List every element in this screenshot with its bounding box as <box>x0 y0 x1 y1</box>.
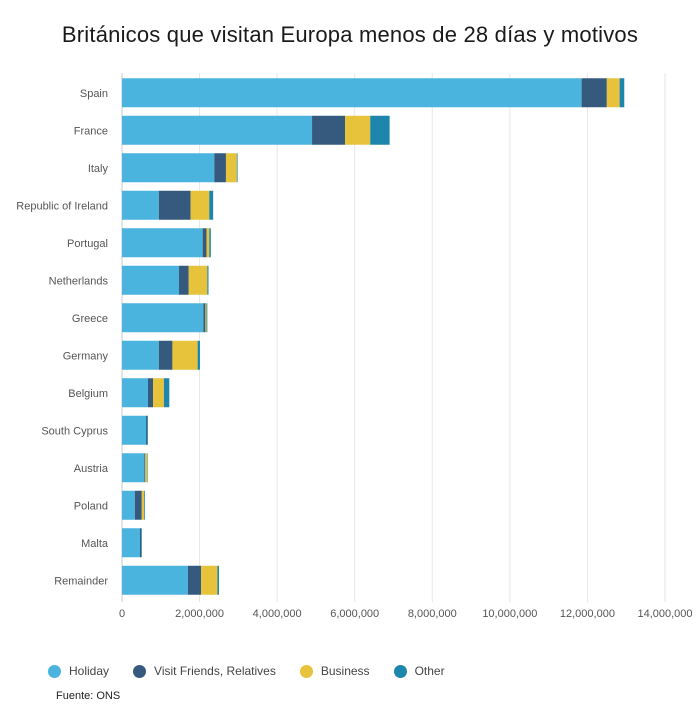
bar-segment[interactable] <box>206 228 210 258</box>
category-label: Remainder <box>54 575 108 587</box>
bar-segment[interactable] <box>190 190 210 220</box>
bar-segment[interactable] <box>158 190 191 220</box>
bar-segment[interactable] <box>122 415 147 445</box>
bar-segment[interactable] <box>619 78 625 108</box>
bar-segment[interactable] <box>606 78 620 108</box>
bar-segment[interactable] <box>122 303 204 333</box>
category-label: South Cyprus <box>41 425 108 437</box>
legend-label-business: Business <box>320 664 370 678</box>
x-tick-label: 6,000,000 <box>330 608 379 620</box>
bar-segment[interactable] <box>122 190 159 220</box>
bar-segment[interactable] <box>209 190 214 220</box>
bar-segment[interactable] <box>147 453 148 483</box>
x-tick-label: 8,000,000 <box>408 608 457 620</box>
bar-segment[interactable] <box>236 153 238 183</box>
bar-segment[interactable] <box>203 303 206 333</box>
x-tick-label: 12,000,000 <box>560 608 615 620</box>
chart-plot: Spain France Italy Republic of Ireland Portu… <box>16 73 693 620</box>
legend-item-other[interactable]: Other <box>393 664 445 678</box>
bar-segment[interactable] <box>345 115 371 145</box>
chart-title: Británicos que visitan Europa menos de 2… <box>61 22 639 47</box>
bar-segment[interactable] <box>188 265 208 295</box>
bar-segment[interactable] <box>122 490 135 520</box>
category-label: Spain <box>80 88 108 100</box>
category-label: Italy <box>88 163 109 175</box>
category-label: Portugal <box>67 238 108 250</box>
source-note: Fuente: ONS <box>56 690 121 702</box>
bar-segment[interactable] <box>207 265 209 295</box>
bar-segment[interactable] <box>187 565 202 595</box>
bar-segment[interactable] <box>209 228 211 258</box>
bar-segment[interactable] <box>172 340 198 370</box>
legend-swatch-holiday <box>48 664 61 678</box>
bar-segment[interactable] <box>147 378 154 408</box>
bar-segment[interactable] <box>225 153 237 183</box>
bar-segment[interactable] <box>134 490 142 520</box>
bar-segment[interactable] <box>197 340 200 370</box>
bars <box>122 78 625 595</box>
bar-segment[interactable] <box>122 78 582 108</box>
bar-segment[interactable] <box>122 378 148 408</box>
x-tick-label: 2,000,000 <box>175 608 224 620</box>
bar-segment[interactable] <box>217 565 219 595</box>
bar-segment[interactable] <box>163 378 170 408</box>
legend-item-business[interactable]: Business <box>299 664 370 678</box>
category-label: Germany <box>63 350 109 362</box>
x-tick-label: 0 <box>119 608 125 620</box>
bar-segment[interactable] <box>147 415 148 445</box>
bar-segment[interactable] <box>214 153 226 183</box>
bar-segment[interactable] <box>122 528 140 558</box>
bar-segment[interactable] <box>179 265 189 295</box>
bar-segment[interactable] <box>206 303 208 333</box>
legend: Holiday Visit Friends, Relatives Busines… <box>48 664 469 678</box>
bar-segment[interactable] <box>122 115 313 145</box>
x-axis-ticks: 0 2,000,000 4,000,000 6,000,000 8,000,000 10,… <box>119 608 693 620</box>
bar-segment[interactable] <box>153 378 164 408</box>
category-label: Austria <box>74 463 109 475</box>
bar-segment[interactable] <box>144 490 145 520</box>
category-label: Belgium <box>68 388 108 400</box>
bar-segment[interactable] <box>146 415 148 445</box>
bar-segment[interactable] <box>144 453 146 483</box>
bar-segment[interactable] <box>312 115 346 145</box>
category-label: Republic of Ireland <box>16 200 108 212</box>
x-tick-label: 10,000,000 <box>482 608 537 620</box>
legend-item-visit-friends[interactable]: Visit Friends, Relatives <box>133 664 276 678</box>
bar-segment[interactable] <box>122 453 145 483</box>
legend-swatch-business <box>299 664 313 678</box>
bar-segment[interactable] <box>158 340 173 370</box>
legend-item-holiday[interactable]: Holiday <box>48 664 109 678</box>
bar-segment[interactable] <box>201 565 218 595</box>
legend-label-other: Other <box>414 664 445 678</box>
bar-segment[interactable] <box>122 340 159 370</box>
grid-lines <box>121 73 666 602</box>
bar-segment[interactable] <box>122 228 203 258</box>
bar-segment[interactable] <box>141 490 145 520</box>
bar-segment[interactable] <box>145 453 148 483</box>
x-tick-label: 14,000,000 <box>637 608 692 620</box>
bar-segment[interactable] <box>122 565 188 595</box>
bar-segment[interactable] <box>122 153 215 183</box>
bar-segment[interactable] <box>202 228 207 258</box>
bar-segment[interactable] <box>141 528 142 558</box>
bar-segment[interactable] <box>139 528 142 558</box>
category-label: Greece <box>72 313 108 325</box>
category-label: Malta <box>81 538 109 550</box>
bar-segment[interactable] <box>581 78 607 108</box>
legend-swatch-other <box>393 664 407 678</box>
category-label: Netherlands <box>49 275 109 287</box>
category-labels: Spain France Italy Republic of Ireland Portu… <box>16 88 109 588</box>
bar-segment[interactable] <box>370 115 390 145</box>
legend-label-visit-friends: Visit Friends, Relatives <box>154 664 276 678</box>
category-label: Poland <box>74 500 108 512</box>
legend-swatch-visit-friends <box>133 664 147 678</box>
bar-segment[interactable] <box>205 303 207 333</box>
bar-segment[interactable] <box>122 265 180 295</box>
legend-label-holiday: Holiday <box>69 664 110 678</box>
x-tick-label: 4,000,000 <box>253 608 302 620</box>
category-label: France <box>74 125 108 137</box>
